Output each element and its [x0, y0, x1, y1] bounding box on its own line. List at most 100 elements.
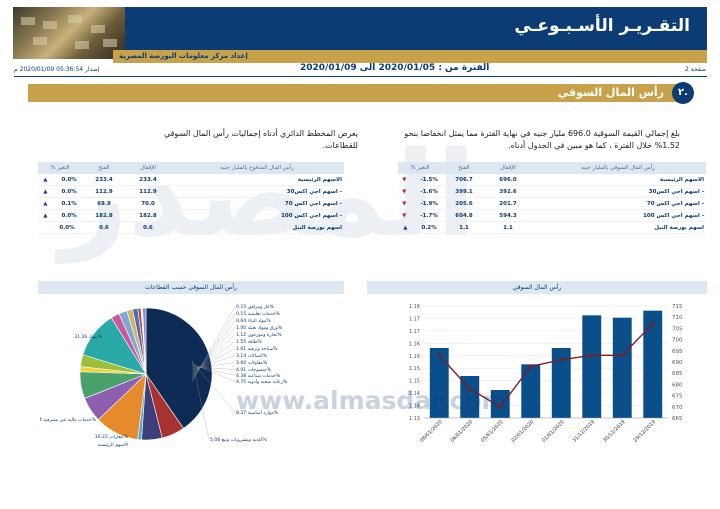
y-left-tick-label: 1.16 [409, 341, 420, 347]
name-cell: - اسهم اجي اكس 70 [530, 197, 706, 210]
issue-timestamp: إصدار 05:36:54 2020/01/09 م [14, 66, 100, 73]
watermark-url: www.almasdar.com [236, 386, 508, 415]
chg-cell: ▼ -1.5% [398, 174, 442, 186]
market-cap-paragraph: بلغ إجمالي القيمة السوقية 696.0 مليار جن… [404, 129, 680, 150]
pie-leader-line [192, 306, 236, 382]
col-name: رأس المال السوقي بالمليار جنيه [530, 162, 706, 174]
y-right-tick-label: 685 [672, 371, 683, 377]
name-cell: اسهم بورصة النيل [530, 221, 706, 234]
pie-leader-line [192, 363, 236, 382]
y-left-tick-label: 1.16 [409, 354, 420, 360]
chg-cell: ▲ 0.0% [38, 174, 82, 186]
down-arrow-icon: ▼ [402, 188, 407, 195]
close-cell: 70.0 [126, 197, 170, 210]
market-cap-table: % التغير الفتح الإقفال رأس المال السوقي … [398, 162, 706, 234]
name-cell: - اسهم اجي اكس30 [170, 185, 344, 198]
prepared-by-text: إعداد مركز معلومات البورصة المصرية [119, 52, 248, 60]
table-row: ▼ -1.6% 399.1 392.6- اسهم اجي اكس30 [398, 185, 706, 198]
pie-label: الاسهم الرئيسية [98, 443, 128, 448]
col-open: الفتح [442, 162, 486, 174]
bar [429, 348, 449, 418]
chg-cell: ▼ -1.7% [398, 209, 442, 222]
prepared-by-band: إعداد مركز معلومات البورصة المصرية [113, 50, 707, 63]
chg-cell: ▼ -1.6% [398, 185, 442, 198]
sector-pie-title: رأس المال السوقي حسب القطاعات [38, 281, 344, 294]
open-cell: 399.1 [442, 185, 486, 198]
pie-label: بنوك 31.26% [74, 334, 102, 340]
y-left-tick-label: 1.15 [409, 379, 420, 385]
chg-value: 0.0% [61, 188, 77, 195]
report-title: التقـريـر الأسـبـوعـي [514, 16, 690, 36]
line-point [528, 364, 533, 369]
table-row: ▲ 0.2% 1.1 1.1 اسهم بورصة النيل [398, 221, 706, 234]
table-row: ▲ 0.0% 182.8 182.8- اسهم اجي اكس 100 [38, 209, 344, 222]
open-cell: 112.9 [82, 185, 126, 198]
pie-slice [145, 307, 213, 429]
sector-pie-chart: بنوك 31.26% خدمات مالية غير مصرفية 10.24%… [40, 304, 288, 448]
line-point [559, 357, 564, 362]
section-title: رأس المال السوقي [557, 86, 664, 99]
pie-label: منسوجات 4.01% [236, 367, 272, 373]
section-number: ٢. [672, 82, 694, 104]
bar [582, 315, 602, 418]
chg-value: 0.1% [61, 200, 77, 207]
x-tick-label: 06/01/2020 [450, 419, 475, 444]
pie-label: مقاولات 3.60% [236, 360, 268, 366]
name-cell: الاسهم الرئيسية [530, 174, 706, 186]
chg-value: -1.6% [420, 188, 438, 195]
open-cell: 233.4 [82, 174, 126, 186]
pie-label: طاقة 1.55% [236, 339, 262, 345]
pie-label: خدمات مالية غير مصرفية 10.24% [40, 417, 97, 423]
up-arrow-icon: ▲ [43, 212, 48, 219]
line-point [437, 353, 442, 358]
pie-label: تجارة وموزعون 1.12% [236, 332, 282, 338]
pie-label: خدمات صناعية 4.38% [236, 373, 281, 379]
x-tick-label: 31/12/2019 [572, 419, 597, 444]
sector-pie-paragraph: يعرض المخطط الدائري أدناه إجماليات رأس ا… [163, 129, 358, 150]
y-right-tick-label: 710 [672, 315, 683, 321]
pie-leader-line [192, 366, 236, 370]
y-left-tick-label: 1.13 [409, 416, 420, 422]
y-right-tick-label: 690 [672, 360, 683, 366]
pie-label: أغذية ومشروبات وتبغ 5.08% [210, 436, 267, 443]
table-row: 0.0% 0.6 0.6 اسهم بورصة النيل [38, 221, 344, 234]
line-point [620, 353, 625, 358]
y-left-tick-label: 1.14 [409, 391, 420, 397]
pie-leader-line [192, 362, 236, 369]
col-chg: % التغير [38, 162, 82, 174]
pie-label: عقارات 10.22% [95, 434, 129, 440]
y-right-tick-label: 665 [672, 416, 683, 422]
chg-cell: ▲ 0.0% [38, 209, 82, 222]
close-cell: 594.3 [486, 209, 530, 222]
close-cell: 392.6 [486, 185, 530, 198]
open-cell: 182.8 [82, 209, 126, 222]
chg-cell: ▼ -1.9% [398, 197, 442, 210]
col-close: الإقفال [126, 162, 170, 174]
y-left-tick-label: 1.17 [409, 316, 420, 322]
chg-value: 0.0% [61, 176, 77, 183]
up-arrow-icon: ▲ [403, 224, 408, 231]
table-row: ▲ 0.0% 233.4 233.4 الاسهم الرئيسية [38, 174, 344, 186]
header-photo [13, 7, 125, 59]
chg-value: 0.0% [59, 224, 75, 231]
close-cell: 696.0 [486, 174, 530, 186]
close-cell: 201.7 [486, 197, 530, 210]
market-cap-chart-title: رأس المال السوقي [367, 281, 707, 294]
col-name: رأس المال المدفوع بالمليار جنيه [170, 162, 344, 174]
chg-value: -1.5% [420, 176, 438, 183]
pie-leader-line [192, 360, 210, 440]
open-cell: 69.9 [82, 197, 126, 210]
y-right-tick-label: 715 [672, 304, 683, 310]
name-cell: - اسهم اجي اكس30 [530, 185, 706, 198]
open-cell: 1.1 [442, 221, 486, 234]
line-point [650, 322, 655, 326]
name-cell: - اسهم اجي اكس 100 [170, 209, 344, 222]
up-arrow-icon: ▲ [43, 176, 48, 183]
pie-label: غاز ومرافق 0.15% [236, 304, 275, 310]
table-row: ▲ 0.0% 112.9 112.9- اسهم اجي اكس30 [38, 185, 344, 198]
name-cell: - اسهم اجي اكس 100 [530, 209, 706, 222]
close-cell: 182.8 [126, 209, 170, 222]
x-tick-label: 30/12/2019 [602, 419, 627, 444]
y-right-tick-label: 670 [672, 405, 683, 411]
close-cell: 112.9 [126, 185, 170, 198]
